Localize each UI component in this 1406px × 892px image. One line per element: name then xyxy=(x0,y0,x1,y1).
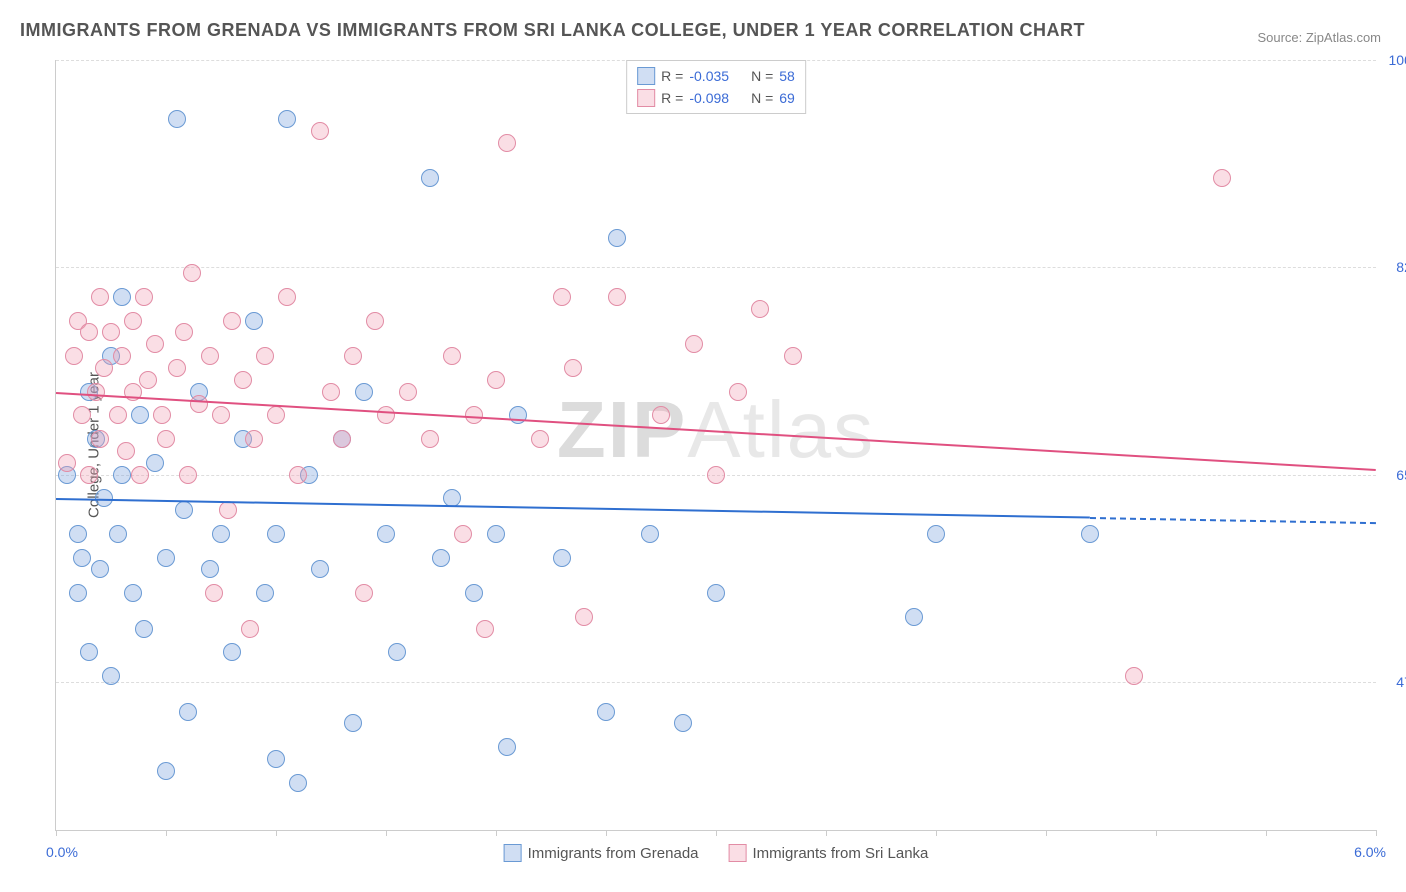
r-value: -0.098 xyxy=(689,90,729,106)
n-label: N = xyxy=(751,68,773,84)
n-label: N = xyxy=(751,90,773,106)
r-label: R = xyxy=(661,68,683,84)
x-axis-min-label: 0.0% xyxy=(46,844,78,860)
x-tick xyxy=(56,830,57,836)
legend-stats-row: R = -0.098 N = 69 xyxy=(637,87,795,109)
x-axis-max-label: 6.0% xyxy=(1354,844,1386,860)
x-tick xyxy=(166,830,167,836)
legend-swatch xyxy=(504,844,522,862)
y-tick-label: 100.0% xyxy=(1381,52,1406,68)
legend-label: Immigrants from Sri Lanka xyxy=(753,845,929,862)
x-tick xyxy=(386,830,387,836)
chart-plot-area: ZIPAtlas College, Under 1 year 0.0% 6.0%… xyxy=(55,60,1376,831)
x-tick xyxy=(1376,830,1377,836)
source-label: Source: ZipAtlas.com xyxy=(1257,30,1381,45)
x-tick xyxy=(936,830,937,836)
legend-stats-row: R = -0.035 N = 58 xyxy=(637,65,795,87)
y-tick-label: 47.5% xyxy=(1381,674,1406,690)
x-tick xyxy=(826,830,827,836)
legend-swatch xyxy=(729,844,747,862)
legend-item: Immigrants from Grenada xyxy=(504,844,699,862)
x-tick xyxy=(606,830,607,836)
x-tick xyxy=(276,830,277,836)
x-tick xyxy=(716,830,717,836)
r-label: R = xyxy=(661,90,683,106)
trend-lines-layer xyxy=(56,60,1376,830)
legend-swatch xyxy=(637,67,655,85)
trend-line-dashed xyxy=(1090,517,1376,524)
r-value: -0.035 xyxy=(689,68,729,84)
x-tick xyxy=(1156,830,1157,836)
trend-line xyxy=(56,498,1090,519)
legend-swatch xyxy=(637,89,655,107)
chart-title: IMMIGRANTS FROM GRENADA VS IMMIGRANTS FR… xyxy=(20,20,1085,41)
n-value: 58 xyxy=(779,68,795,84)
x-tick xyxy=(1266,830,1267,836)
y-tick-label: 65.0% xyxy=(1381,467,1406,483)
trend-line xyxy=(56,392,1376,471)
legend-stats: R = -0.035 N = 58 R = -0.098 N = 69 xyxy=(626,60,806,114)
n-value: 69 xyxy=(779,90,795,106)
x-tick xyxy=(1046,830,1047,836)
y-tick-label: 82.5% xyxy=(1381,259,1406,275)
legend-item: Immigrants from Sri Lanka xyxy=(729,844,929,862)
legend-label: Immigrants from Grenada xyxy=(528,845,699,862)
x-tick xyxy=(496,830,497,836)
legend-bottom: Immigrants from Grenada Immigrants from S… xyxy=(504,844,929,862)
